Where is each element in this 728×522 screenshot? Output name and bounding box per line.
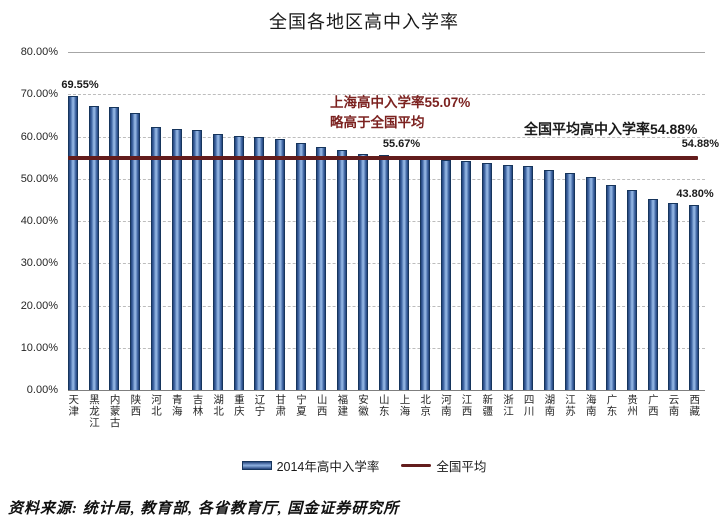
chart-title: 全国各地区高中入学率 xyxy=(269,12,459,33)
bar-湖南 xyxy=(544,169,555,390)
x-axis-tick-label: 海南 xyxy=(584,394,597,417)
gridline xyxy=(68,390,705,391)
x-axis-tick-label: 北京 xyxy=(419,394,432,417)
x-axis-tick-label: 福建 xyxy=(336,394,349,417)
gridline xyxy=(68,136,705,138)
y-axis-tick-label: 30.00% xyxy=(20,257,58,270)
x-axis-tick-label: 湖北 xyxy=(212,394,225,417)
x-axis-tick-label: 辽宁 xyxy=(253,394,266,417)
bar-陕西 xyxy=(130,113,141,390)
x-axis-tick-label: 江西 xyxy=(460,394,473,417)
x-axis-tick-label: 重庆 xyxy=(232,394,245,417)
bar-天津 xyxy=(68,96,78,390)
gridline xyxy=(68,94,705,96)
source-note: 资料来源: 统计局, 教育部, 各省教育厅, 国金证券研究所 xyxy=(8,501,400,517)
bar-四川 xyxy=(523,166,534,390)
x-axis-tick-label: 湖南 xyxy=(543,394,556,417)
x-axis-tick-label: 黑龙江 xyxy=(87,394,100,429)
annotation-average-value: 54.88% xyxy=(681,138,719,150)
bar-甘肃 xyxy=(275,138,285,390)
bar-安徽 xyxy=(357,153,368,390)
bar-湖北 xyxy=(212,134,223,390)
bar-山西 xyxy=(316,147,327,390)
bar-福建 xyxy=(337,150,348,390)
y-axis-tick-label: 50.00% xyxy=(20,172,58,185)
x-axis-tick-label: 浙江 xyxy=(501,394,514,417)
bar-云南 xyxy=(668,203,679,390)
y-axis-tick-label: 70.00% xyxy=(20,88,58,101)
x-axis-tick-label: 上海 xyxy=(398,394,411,417)
bar-浙江 xyxy=(502,165,513,390)
x-axis-tick-label: 陕西 xyxy=(129,394,142,417)
x-axis-tick-label: 河北 xyxy=(150,394,163,417)
x-axis-tick-label: 江苏 xyxy=(564,394,577,417)
bar-河南 xyxy=(440,159,451,390)
bar-swatch-icon xyxy=(241,461,272,470)
bar-上海 xyxy=(399,157,410,390)
bar-宁夏 xyxy=(295,143,306,390)
gridline xyxy=(68,52,705,53)
y-axis-tick-label: 40.00% xyxy=(20,215,58,227)
x-axis-tick-label: 四川 xyxy=(522,394,535,417)
legend: 2014年高中入学率 全国平均 xyxy=(0,456,728,475)
bar-贵州 xyxy=(626,189,637,390)
bar-黑龙江 xyxy=(88,106,99,390)
y-axis-tick-label: 20.00% xyxy=(20,299,58,312)
x-axis-tick-label: 河南 xyxy=(439,394,452,417)
y-axis-tick-label: 10.00% xyxy=(20,341,58,354)
legend-series-label: 2014年高中入学率 xyxy=(276,460,380,474)
y-axis-tick-label: 0.00% xyxy=(26,384,58,396)
bar-广东 xyxy=(606,185,617,390)
x-axis-tick-label: 吉林 xyxy=(191,394,204,417)
bar-吉林 xyxy=(192,129,203,390)
y-axis-tick-label: 60.00% xyxy=(20,130,58,143)
bar-新疆 xyxy=(482,163,492,390)
y-axis-tick-label: 80.00% xyxy=(20,46,58,58)
national-average-line xyxy=(68,156,698,161)
bar-海南 xyxy=(585,177,596,390)
x-axis-tick-label: 安徽 xyxy=(357,394,370,417)
annotation-national-average: 全国平均高中入学率54.88% xyxy=(524,121,698,137)
x-axis-tick-label: 广西 xyxy=(646,394,659,417)
bar-西藏 xyxy=(689,204,699,390)
bar-辽宁 xyxy=(254,136,265,390)
annotation-shanghai-line1: 上海高中入学率55.07% xyxy=(330,95,471,110)
bar-河北 xyxy=(150,126,161,390)
bar-广西 xyxy=(647,199,658,390)
x-axis-tick-label: 广东 xyxy=(605,394,618,417)
x-axis-tick-label: 甘肃 xyxy=(274,394,287,417)
bar-value-label: 69.55% xyxy=(61,79,99,92)
x-axis-tick-label: 天津 xyxy=(67,394,80,417)
x-axis-tick-label: 西藏 xyxy=(688,394,701,417)
bar-山东 xyxy=(378,154,389,390)
legend-average-label: 全国平均 xyxy=(436,460,487,474)
bar-value-label: 55.67% xyxy=(382,137,421,150)
x-axis-tick-label: 云南 xyxy=(667,394,680,417)
legend-item-average: 全国平均 xyxy=(401,456,486,475)
bar-北京 xyxy=(419,159,430,390)
x-axis-tick-label: 山西 xyxy=(315,394,328,417)
line-swatch-icon xyxy=(401,464,432,467)
x-axis-tick-label: 青海 xyxy=(170,394,183,417)
x-axis-tick-label: 宁夏 xyxy=(294,394,307,417)
legend-item-series: 2014年高中入学率 xyxy=(241,456,380,475)
x-axis-tick-label: 新疆 xyxy=(481,394,494,417)
bar-内蒙古 xyxy=(109,106,120,390)
x-axis-tick-label: 山东 xyxy=(377,394,390,417)
x-axis-tick-label: 贵州 xyxy=(626,394,639,417)
bar-江苏 xyxy=(564,173,575,390)
bar-江西 xyxy=(461,161,472,390)
annotation-shanghai-line2: 略高于全国平均 xyxy=(330,115,425,130)
plot-area: 0.00% 10.00% 20.00% 30.00% 40.00% 50.00% 60.00… xyxy=(21,46,714,429)
x-axis-tick-label: 内蒙古 xyxy=(108,394,121,429)
bar-青海 xyxy=(171,128,182,390)
bar-重庆 xyxy=(233,135,244,390)
bar-value-label: 43.80% xyxy=(676,187,714,200)
